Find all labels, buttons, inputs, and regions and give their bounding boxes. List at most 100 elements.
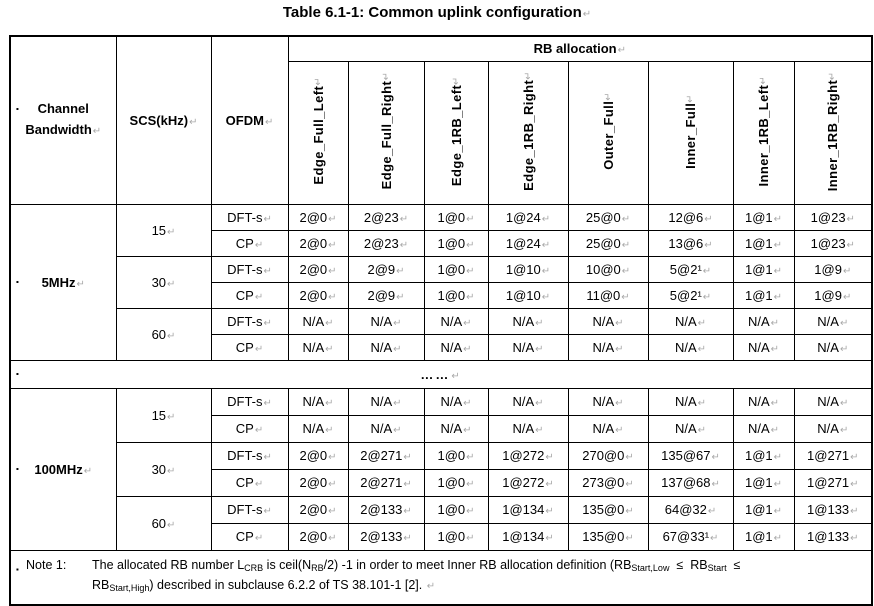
rb-value-cell: 1@1↵	[732, 281, 795, 309]
paragraph-mark: ↵	[522, 71, 534, 80]
rb-value-cell: N/A↵	[487, 387, 569, 416]
paragraph-mark: ↵	[697, 317, 707, 329]
rb-value-cell: N/A↵	[487, 307, 569, 335]
paragraph-mark: ↵	[466, 265, 475, 277]
paragraph-mark: ↵	[463, 317, 472, 329]
rb-value-cell: N/A↵	[347, 333, 425, 361]
paragraph-mark: ↵	[403, 479, 412, 490]
paragraph-mark: ↵	[621, 213, 631, 225]
bullet-mark: ▪	[16, 464, 19, 474]
rb-value-cell: 1@0↵	[423, 255, 489, 283]
paragraph-mark: ↵	[393, 343, 402, 355]
rb-value-cell: 2@133↵	[347, 522, 425, 551]
rb-value-cell: 1@0↵	[423, 203, 489, 231]
table-row: 30↵ DFT-s↵ 2@0↵ 2@9↵ 1@0↵ 1@10↵ 10@0↵ 5@…	[10, 255, 873, 309]
paragraph-mark: ↵	[254, 291, 264, 303]
rb-value-cell: 2@0↵	[287, 229, 349, 257]
paragraph-mark: ↵	[463, 398, 472, 409]
paragraph-mark: ↵	[466, 506, 475, 517]
rb-value-cell: N/A↵	[347, 414, 425, 443]
rb-value-cell: 135@67↵	[647, 441, 734, 470]
ofdm-cell: DFT-s↵	[210, 203, 289, 231]
paragraph-mark: ↵	[617, 45, 627, 57]
rb-value-cell: 1@1↵	[732, 522, 795, 551]
col-header-inner-1rb-right: Inner_1RB_Right↵	[793, 60, 873, 205]
paragraph-mark: ↵	[711, 452, 720, 463]
table-row: CP↵ N/A↵ N/A↵ N/A↵ N/A↵ N/A↵ N/A↵ N/A↵ N…	[10, 333, 873, 361]
paragraph-mark: ↵	[541, 265, 551, 277]
rb-value-cell: 1@272↵	[487, 441, 569, 470]
paragraph-mark: ↵	[167, 411, 176, 423]
header-row-rb-columns: Edge_Full_Left↵ Edge_Full_Right↵ Edge_1R…	[10, 60, 873, 205]
col-header-outer-full: Outer_Full↵	[567, 60, 649, 205]
table-row: CP↵ 2@0↵ 2@133↵ 1@0↵ 1@134↵ 135@0↵ 67@33…	[10, 522, 873, 551]
paragraph-mark: ↵	[263, 452, 272, 463]
paragraph-mark: ↵	[463, 343, 472, 355]
paragraph-mark: ↵	[545, 533, 554, 544]
paragraph-mark: ↵	[773, 479, 783, 490]
paragraph-mark: ↵	[615, 317, 624, 329]
paragraph-mark: ↵	[541, 239, 551, 251]
scs-cell: 30↵	[115, 255, 212, 309]
paragraph-mark: ↵	[773, 291, 783, 303]
paragraph-mark: ↵	[770, 317, 780, 329]
paragraph-mark: ↵	[393, 425, 402, 436]
ofdm-cell: DFT-s↵	[210, 495, 289, 524]
paragraph-mark: ↵	[312, 77, 324, 86]
paragraph-mark: ↵	[685, 93, 696, 103]
ofdm-cell: CP↵	[210, 522, 289, 551]
paragraph-mark: ↵	[773, 533, 783, 544]
rb-value-cell: 2@23↵	[347, 229, 425, 257]
col-header-scs: SCS(kHz)↵	[115, 35, 212, 205]
rb-value-cell: 5@2¹↵	[647, 281, 734, 309]
paragraph-mark: ↵	[328, 533, 337, 544]
table-row: ▪ 100MHz↵ 15↵ DFT-s↵ N/A↵ N/A↵ N/A↵ N/A↵ …	[9, 387, 873, 551]
rb-value-cell: N/A↵	[732, 387, 795, 416]
paragraph-mark: ↵	[625, 479, 634, 490]
paragraph-mark: ↵	[773, 452, 783, 463]
table-row: CP↵ 2@0↵ 2@23↵ 1@0↵ 1@24↵ 25@0↵ 13@6↵ 1@…	[10, 229, 873, 257]
col-header-rb-allocation: RB allocation↵	[287, 35, 873, 62]
rb-value-cell: N/A↵	[732, 414, 795, 443]
channel-bandwidth-line2: Bandwidth	[25, 122, 92, 138]
paragraph-mark: ↵	[707, 506, 717, 517]
paragraph-mark: ↵	[839, 317, 849, 329]
rb-value-cell: 1@24↵	[487, 203, 569, 231]
paragraph-mark: ↵	[403, 533, 412, 544]
rb-value-cell: 1@271↵	[793, 468, 873, 497]
paragraph-mark: ↵	[325, 317, 334, 329]
table-row: CP↵ 2@0↵ 2@271↵ 1@0↵ 1@272↵ 273@0↵ 137@6…	[10, 468, 873, 497]
paragraph-mark: ↵	[702, 265, 712, 277]
paragraph-mark: ↵	[328, 265, 337, 277]
paragraph-mark: ↵	[263, 317, 272, 329]
paragraph-mark: ↵	[625, 533, 634, 544]
rb-value-cell: N/A↵	[567, 387, 649, 416]
paragraph-mark: ↵	[827, 70, 839, 80]
rb-value-cell: N/A↵	[487, 414, 569, 443]
ofdm-cell: CP↵	[210, 414, 289, 443]
ofdm-cell: DFT-s↵	[210, 255, 289, 283]
rb-value-cell: N/A↵	[347, 387, 425, 416]
rb-value-cell: 2@271↵	[347, 441, 425, 470]
rb-value-cell: 2@0↵	[287, 495, 349, 524]
paragraph-mark: ↵	[704, 239, 713, 251]
rb-value-cell: 1@23↵	[793, 203, 873, 231]
rb-value-cell: 10@0↵	[567, 255, 649, 283]
bandwidth-cell-5mhz: ▪ 5MHz↵	[9, 203, 117, 361]
paragraph-mark: ↵	[839, 398, 849, 409]
paragraph-mark: ↵	[263, 506, 272, 517]
rb-value-cell: 2@271↵	[347, 468, 425, 497]
rb-value-cell: 135@0↵	[567, 495, 649, 524]
paragraph-mark: ↵	[254, 239, 264, 251]
paragraph-mark: ↵	[535, 398, 544, 409]
rb-value-cell: 2@0↵	[287, 203, 349, 231]
paragraph-mark: ↵	[545, 479, 554, 490]
rb-value-cell: 273@0↵	[567, 468, 649, 497]
ofdm-cell: DFT-s↵	[210, 387, 289, 416]
rb-value-cell: 2@23↵	[347, 203, 425, 231]
paragraph-mark: ↵	[76, 278, 85, 290]
rb-value-cell: 1@272↵	[487, 468, 569, 497]
rb-value-cell: N/A↵	[732, 307, 795, 335]
rb-value-cell: N/A↵	[287, 307, 349, 335]
paragraph-mark: ↵	[697, 425, 707, 436]
